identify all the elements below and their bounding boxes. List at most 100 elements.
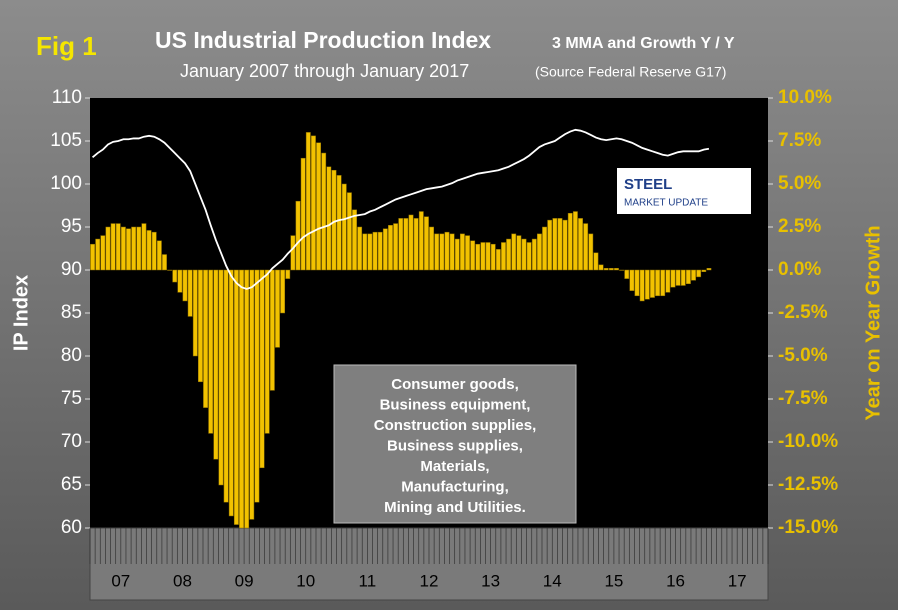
bar: [675, 269, 681, 286]
x-tick-label: 07: [111, 571, 130, 590]
x-tick-label: 13: [481, 571, 500, 590]
bar: [269, 269, 275, 391]
bar: [480, 242, 486, 271]
logo-top: STEEL: [624, 176, 672, 193]
x-tick-label: 12: [420, 571, 439, 590]
bar: [639, 269, 645, 302]
bar: [208, 269, 214, 434]
logo-bottom: MARKET UPDATE: [624, 198, 708, 209]
y2-tick-label: -10.0%: [778, 431, 838, 452]
bar: [290, 235, 296, 271]
bar: [531, 238, 537, 271]
y2-tick-label: 7.5%: [778, 130, 821, 151]
bar: [495, 249, 501, 271]
y2-tick-label: -12.5%: [778, 474, 838, 495]
bar: [341, 183, 347, 271]
bar: [567, 212, 573, 271]
bar: [424, 216, 429, 271]
bar: [305, 132, 311, 271]
x-tick-label: 14: [543, 571, 562, 590]
bar: [239, 269, 244, 529]
bar: [136, 226, 142, 271]
bar: [526, 242, 532, 271]
bar: [244, 269, 250, 529]
bar: [295, 200, 301, 271]
bar: [285, 269, 291, 279]
bar: [218, 269, 224, 486]
bar: [418, 211, 424, 271]
y2-tick-label: 10.0%: [778, 87, 832, 108]
bar: [593, 252, 599, 271]
y2-tick-label: -2.5%: [778, 302, 828, 323]
bar: [264, 269, 270, 434]
bar: [362, 233, 368, 271]
y-tick-label: 60: [61, 517, 82, 538]
bar: [367, 233, 373, 271]
annotation-line: Materials,: [420, 458, 489, 475]
bar: [346, 192, 352, 271]
bar: [187, 269, 193, 317]
bar: [131, 226, 137, 271]
bar: [444, 231, 450, 271]
bar: [670, 269, 676, 288]
annotation-line: Construction supplies,: [374, 417, 537, 434]
bar: [316, 142, 321, 271]
annotation-line: Consumer goods,: [391, 376, 519, 393]
bar: [660, 269, 666, 297]
y-tick-label: 90: [61, 259, 82, 280]
bar: [680, 269, 686, 286]
bar: [501, 242, 506, 271]
bar: [233, 269, 239, 525]
line: [91, 128, 710, 290]
bar: [151, 231, 157, 271]
x-tick-label: 11: [359, 571, 377, 590]
y2-tick-label: 5.0%: [778, 173, 821, 194]
title-suffix: 3 MMA and Growth Y / Y: [552, 35, 735, 52]
bar: [254, 269, 260, 503]
y2-tick-label: 2.5%: [778, 216, 821, 237]
y-tick-label: 100: [50, 173, 82, 194]
annotation-line: Manufacturing,: [401, 478, 509, 495]
bar: [542, 226, 547, 271]
bar: [352, 209, 357, 271]
marks: [90, 128, 712, 529]
bar: [259, 269, 265, 469]
chart-title: US Industrial Production Index: [155, 27, 491, 53]
bar: [192, 269, 198, 357]
bar: [465, 235, 470, 271]
bar: [583, 223, 589, 271]
bar: [336, 175, 342, 271]
bar: [377, 231, 383, 271]
bar: [655, 269, 660, 297]
bar: [516, 235, 522, 271]
y2-tick-label: -15.0%: [778, 517, 838, 538]
bar: [434, 233, 440, 271]
y2-tick-label: -5.0%: [778, 345, 828, 366]
bar: [537, 233, 542, 271]
bar: [665, 269, 671, 293]
y-tick-label: 105: [50, 130, 82, 151]
bar: [326, 166, 332, 271]
bar: [701, 269, 707, 272]
bar: [95, 238, 101, 271]
y-tick-label: 85: [61, 302, 82, 323]
bar: [321, 152, 327, 271]
bar: [598, 264, 604, 271]
y-tick-label: 110: [52, 87, 82, 108]
bar: [105, 226, 111, 271]
bar: [608, 268, 614, 271]
bar: [511, 233, 517, 271]
x-tick-label: 17: [728, 571, 747, 590]
bar: [372, 231, 378, 271]
bar: [249, 269, 255, 520]
bar: [382, 228, 388, 271]
bar: [213, 269, 219, 460]
bar: [706, 268, 712, 271]
bar: [156, 240, 162, 271]
bar: [572, 211, 578, 271]
bar: [280, 269, 286, 314]
x-tick-label: 15: [604, 571, 623, 590]
source: (Source Federal Reserve G17): [535, 64, 726, 80]
bar: [393, 223, 399, 271]
